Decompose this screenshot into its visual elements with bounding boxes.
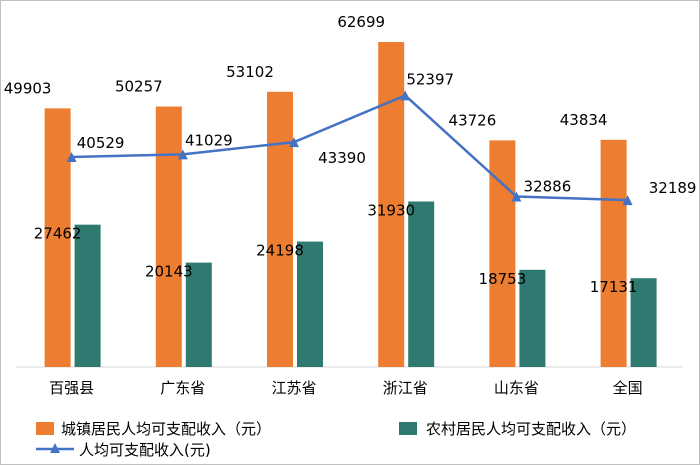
- data-labels-group: 49903 27462 50257 20143 53102 24198 62699 31930…: [4, 13, 697, 296]
- bar-urban-2: [267, 91, 293, 367]
- bar-rural-5: [630, 278, 657, 367]
- data-label-rural-5: 17131: [590, 278, 638, 296]
- category-label-2: 江苏省: [271, 379, 316, 397]
- line-marker-3: [400, 90, 411, 101]
- bar-urban-0: [44, 108, 71, 367]
- line-group: [66, 90, 633, 206]
- data-label-average-2: 43390: [318, 149, 366, 167]
- data-label-rural-2: 24198: [256, 242, 304, 260]
- bar-rural-4: [519, 269, 546, 367]
- legend-swatch-rural: [399, 422, 417, 435]
- line-marker-0: [66, 151, 77, 162]
- data-label-urban-3: 62699: [337, 13, 385, 31]
- data-label-urban-4: 43726: [449, 111, 497, 129]
- line-marker-2: [289, 137, 299, 148]
- legend-label-urban: 城镇居民人均可支配收入（元）: [61, 420, 271, 438]
- data-label-average-4: 32886: [524, 178, 572, 196]
- data-label-urban-5: 43834: [560, 111, 608, 129]
- average-income-line: [71, 93, 628, 202]
- data-label-average-3: 52397: [406, 70, 454, 88]
- category-label-0: 百强县: [49, 379, 94, 397]
- line-marker-5: [622, 195, 633, 206]
- bar-urban-5: [600, 139, 627, 367]
- data-label-average-5: 32189: [649, 179, 697, 197]
- data-label-rural-4: 18753: [479, 270, 527, 288]
- data-label-rural-1: 20143: [145, 263, 193, 281]
- legend: 城镇居民人均可支配收入（元） 农村居民人均可支配收入（元） 人均可支配收入(元): [36, 420, 636, 459]
- data-label-average-1: 41029: [185, 131, 233, 149]
- bars-group: [44, 42, 657, 368]
- data-label-rural-3: 31930: [367, 202, 415, 220]
- category-label-1: 广东省: [160, 379, 205, 397]
- bar-urban-4: [489, 140, 516, 367]
- bar-rural-2: [297, 241, 323, 367]
- legend-swatch-urban: [36, 422, 54, 435]
- category-label-5: 全国: [613, 379, 643, 397]
- bar-rural-3: [408, 201, 435, 367]
- data-label-rural-0: 27462: [34, 225, 82, 243]
- line-marker-4: [511, 191, 522, 202]
- data-label-urban-2: 53102: [226, 63, 274, 81]
- bar-rural-0: [74, 224, 101, 367]
- bar-urban-3: [378, 42, 405, 368]
- category-labels-group: 百强县 广东省 江苏省 浙江省 山东省 全国: [49, 379, 643, 397]
- category-label-3: 浙江省: [383, 379, 428, 397]
- legend-label-average: 人均可支配收入(元): [79, 441, 211, 459]
- legend-label-rural: 农村居民人均可支配收入（元）: [426, 420, 636, 438]
- line-marker-1: [177, 149, 188, 160]
- data-label-average-0: 40529: [77, 134, 125, 152]
- data-label-urban-1: 50257: [115, 78, 163, 96]
- data-label-urban-0: 49903: [4, 79, 52, 97]
- bar-rural-1: [185, 262, 212, 367]
- bar-urban-1: [155, 106, 182, 367]
- category-label-4: 山东省: [494, 379, 539, 397]
- legend-line-marker: [50, 443, 60, 453]
